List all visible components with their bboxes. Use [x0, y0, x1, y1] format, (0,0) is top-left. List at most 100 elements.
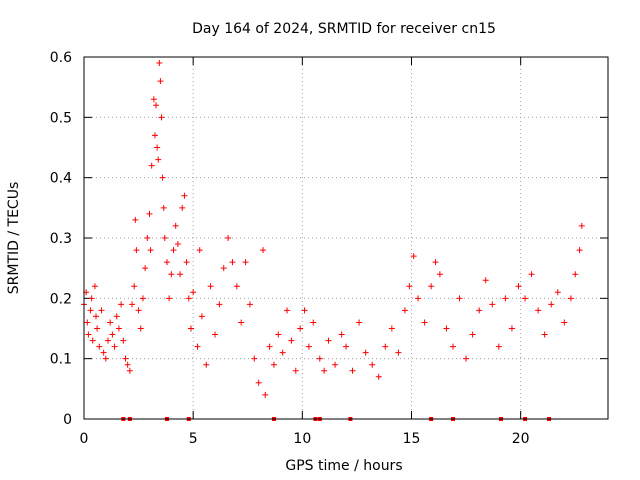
- data-point: [207, 283, 214, 290]
- data-point: [578, 222, 585, 229]
- axis-ticks: 0 0.1 0.2 0.3 0.4 0.5 0.6 0 5 10 15 20: [50, 50, 608, 447]
- data-point: [421, 319, 428, 326]
- data-point: [172, 222, 179, 229]
- data-point: [158, 114, 165, 121]
- data-point: [115, 325, 122, 332]
- chart-title: Day 164 of 2024, SRMTID for receiver cn1…: [192, 21, 496, 37]
- data-point: [443, 325, 450, 332]
- data-point: [133, 247, 140, 254]
- data-point: [118, 301, 125, 308]
- data-point: [246, 301, 253, 308]
- data-point: [463, 355, 470, 362]
- data-point: [91, 283, 98, 290]
- y-tick-label: 0.5: [50, 110, 72, 126]
- data-point: [495, 343, 502, 350]
- data-point: [122, 355, 129, 362]
- data-point: [489, 301, 496, 308]
- x-axis-label: GPS time / hours: [285, 458, 402, 474]
- data-point: [148, 162, 155, 169]
- data-point: [89, 337, 96, 344]
- data-point: [528, 271, 535, 278]
- data-point: [183, 259, 190, 266]
- data-point: [129, 301, 136, 308]
- grid-lines: [84, 57, 608, 419]
- data-point: [255, 379, 262, 386]
- data-point: [301, 307, 308, 314]
- data-point: [436, 271, 443, 278]
- data-point: [198, 313, 205, 320]
- data-point: [196, 247, 203, 254]
- data-point: [476, 307, 483, 314]
- data-point: [98, 307, 105, 314]
- data-point: [144, 235, 151, 241]
- data-point: [107, 319, 114, 326]
- data-point: [203, 361, 210, 368]
- data-point: [166, 295, 173, 302]
- data-point: [561, 319, 568, 326]
- data-point: [362, 349, 369, 356]
- data-point: [93, 313, 100, 320]
- data-point: [142, 265, 149, 272]
- y-tick-label: 0: [63, 412, 72, 428]
- data-point: [96, 343, 103, 350]
- data-point: [522, 295, 529, 302]
- data-point: [177, 271, 184, 278]
- data-point: [382, 343, 389, 350]
- data-point: [369, 361, 376, 368]
- data-point: [220, 265, 227, 272]
- data-point: [85, 331, 92, 338]
- data-point: [146, 210, 153, 217]
- x-tick-label: 20: [512, 431, 530, 447]
- data-point: [310, 319, 317, 326]
- data-point: [174, 241, 181, 248]
- data-point: [150, 96, 157, 103]
- y-tick-label: 0.1: [50, 352, 72, 368]
- data-point: [135, 307, 142, 314]
- data-point: [515, 283, 522, 290]
- data-point: [548, 301, 555, 308]
- data-point: [109, 331, 116, 338]
- y-axis-label: SRMTID / TECUs: [6, 182, 22, 295]
- data-point: [572, 271, 579, 278]
- data-point: [155, 156, 162, 163]
- data-point: [456, 295, 463, 302]
- data-point: [508, 325, 515, 332]
- data-point: [554, 289, 561, 296]
- data-point: [316, 355, 323, 362]
- y-tick-label: 0.4: [50, 171, 72, 187]
- data-point: [156, 60, 163, 67]
- data-point: [147, 247, 154, 254]
- data-point: [576, 247, 583, 254]
- data-point: [356, 319, 363, 326]
- data-point: [325, 337, 332, 344]
- data-point: [132, 216, 139, 223]
- x-tick-label: 0: [80, 431, 89, 447]
- data-point: [260, 247, 267, 254]
- data-point: [154, 144, 161, 151]
- data-point: [270, 361, 277, 368]
- data-point: [388, 325, 395, 332]
- data-point: [185, 295, 192, 302]
- data-point: [100, 349, 107, 356]
- data-point: [535, 307, 542, 314]
- data-point: [157, 78, 164, 85]
- data-point: [410, 253, 417, 260]
- data-point: [87, 307, 94, 314]
- data-point: [181, 192, 188, 199]
- data-point: [212, 331, 218, 338]
- data-point: [395, 349, 402, 356]
- data-point: [266, 343, 273, 350]
- data-point: [190, 289, 197, 296]
- data-point: [84, 319, 91, 326]
- plot-frame: [83, 56, 609, 420]
- data-point: [139, 295, 146, 302]
- data-point: [163, 259, 170, 266]
- data-point: [225, 235, 232, 241]
- data-point: [332, 361, 339, 368]
- data-point: [105, 337, 112, 344]
- data-point: [428, 283, 435, 290]
- data-point: [229, 259, 236, 266]
- data-point: [113, 313, 120, 320]
- data-point: [502, 295, 509, 302]
